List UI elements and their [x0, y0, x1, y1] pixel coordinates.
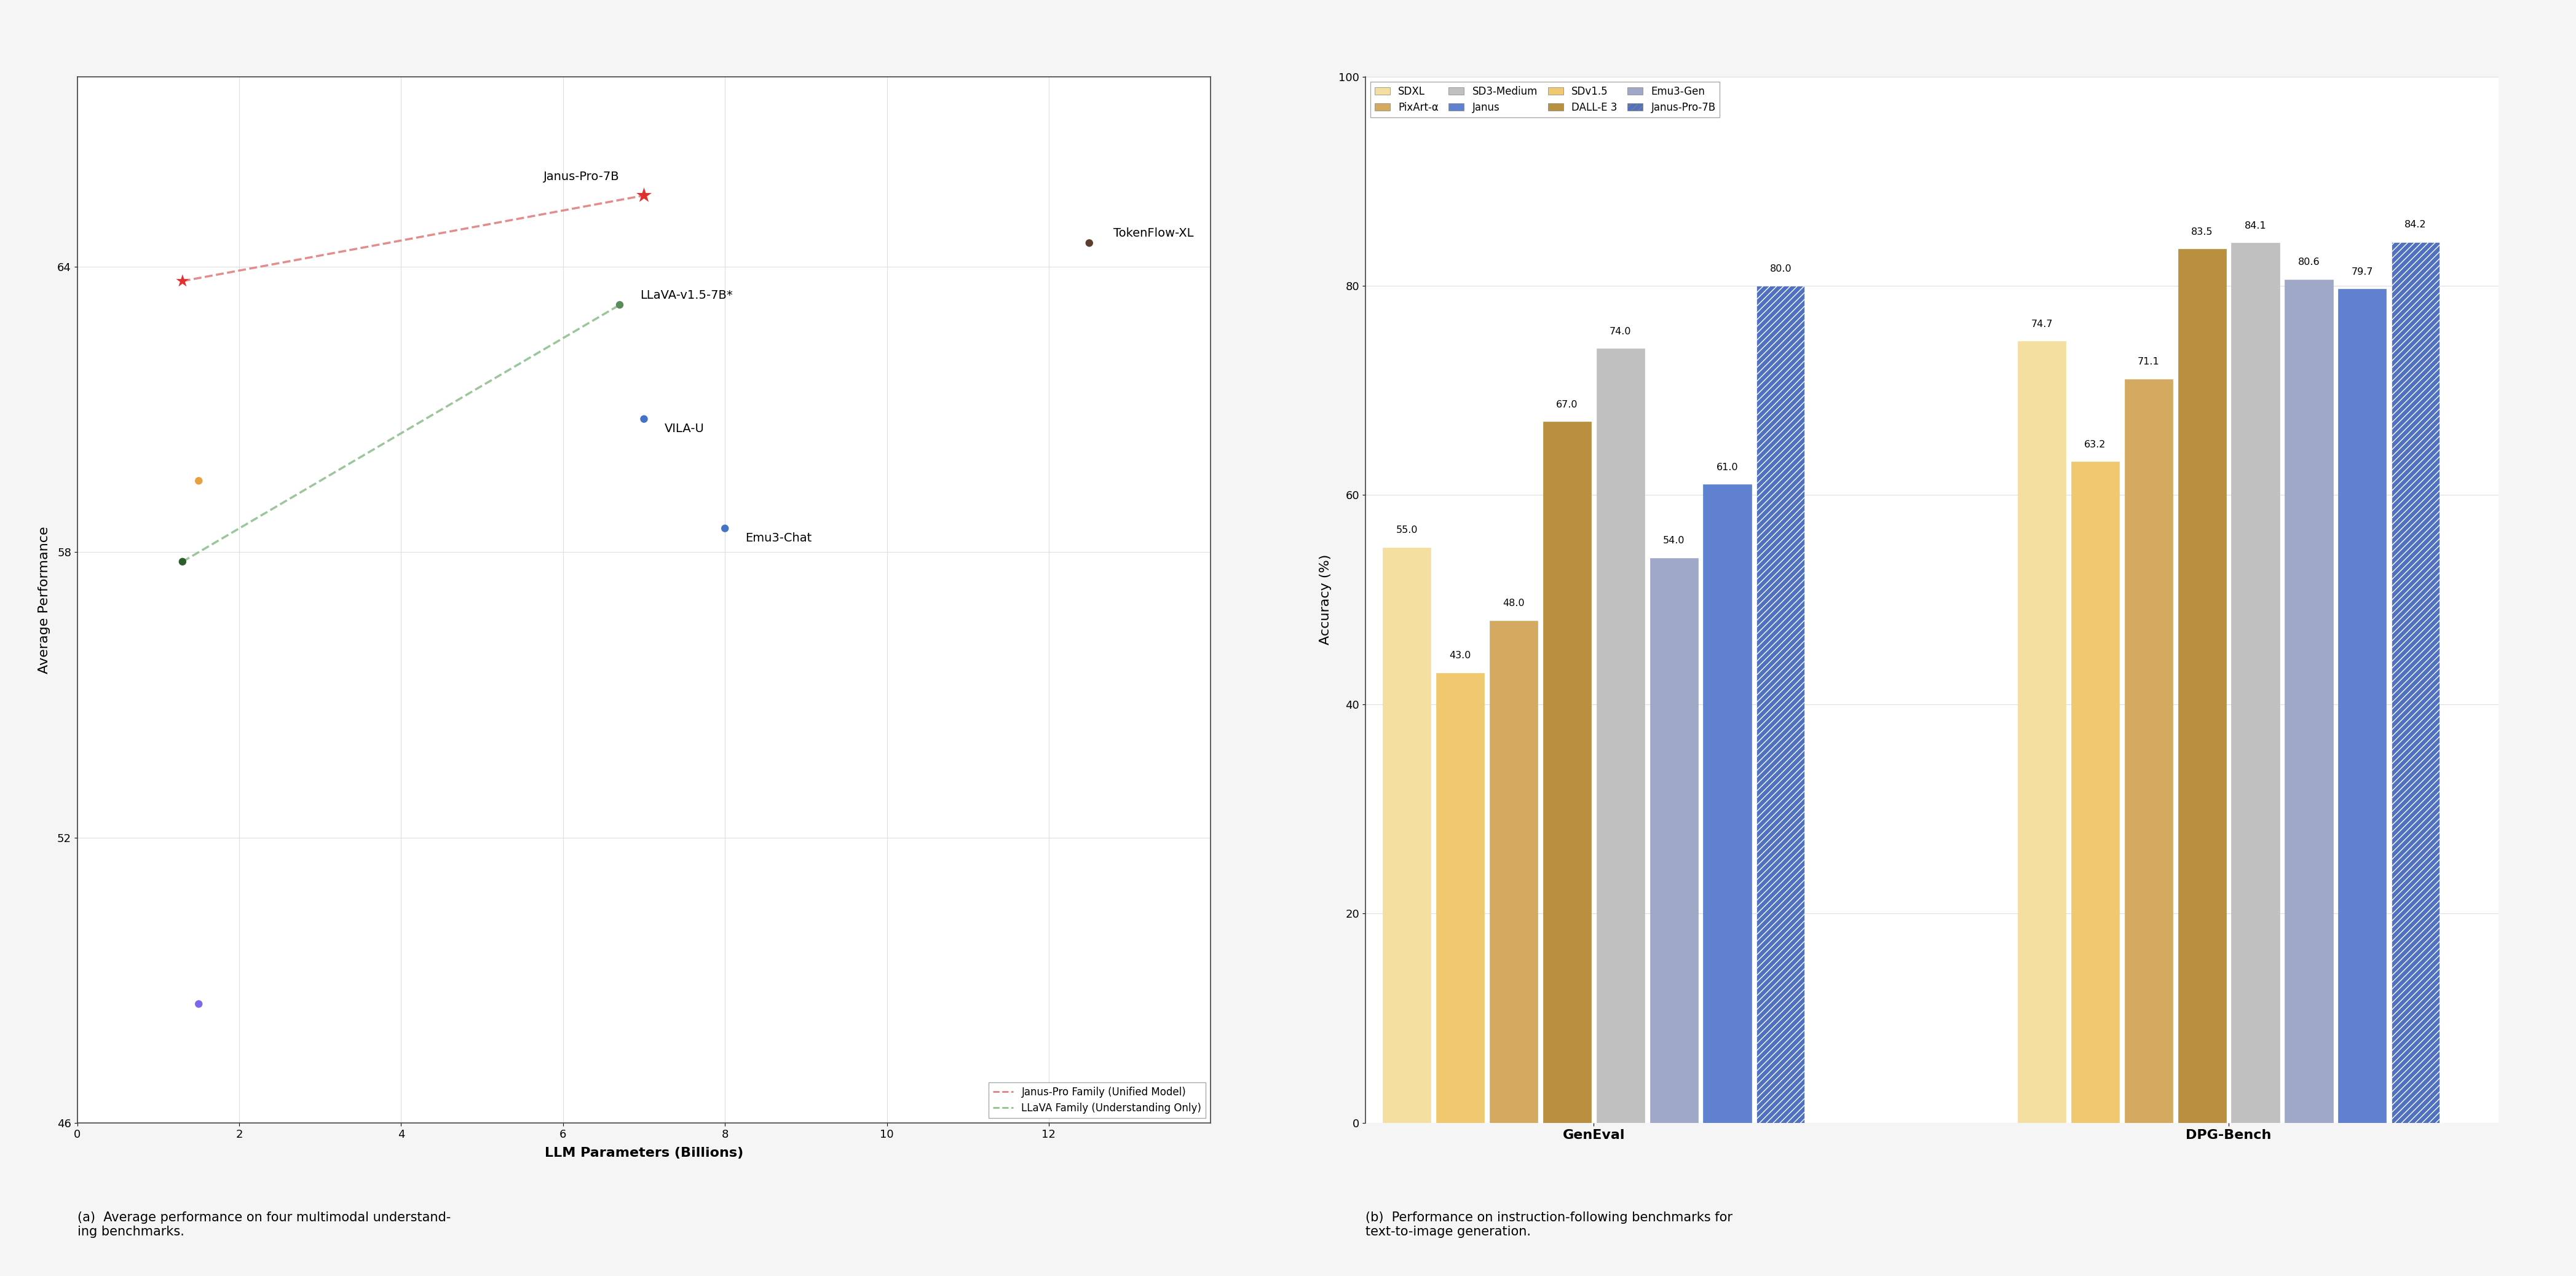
Legend: Janus-Pro Family (Unified Model), LLaVA Family (Understanding Only): Janus-Pro Family (Unified Model), LLaVA … [989, 1082, 1206, 1118]
Point [703, 518, 744, 538]
Bar [1383, 547, 1430, 1123]
Point [600, 295, 641, 315]
Bar [2231, 242, 2280, 1123]
Text: 74.0: 74.0 [1610, 327, 1631, 336]
Text: (a)  Average performance on four multimodal understand-
ing benchmarks.: (a) Average performance on four multimod… [77, 1211, 451, 1238]
Text: (b)  Performance on instruction-following benchmarks for
text-to-image generatio: (b) Performance on instruction-following… [1365, 1211, 1731, 1238]
Text: 71.1: 71.1 [2138, 357, 2159, 366]
Bar [2125, 379, 2172, 1123]
Point [1069, 232, 1110, 253]
Text: 79.7: 79.7 [2352, 267, 2372, 277]
Text: 48.0: 48.0 [1502, 598, 1525, 609]
Bar [2391, 242, 2439, 1123]
Text: 63.2: 63.2 [2084, 440, 2107, 449]
Bar [2285, 279, 2334, 1123]
Point [178, 471, 219, 491]
Text: 80.6: 80.6 [2298, 258, 2321, 267]
Bar [2017, 341, 2066, 1123]
Bar [1649, 558, 1698, 1123]
Point [623, 408, 665, 429]
Legend: SDXL, PixArt-α, SD3-Medium, Janus, SDv1.5, DALL-E 3, Emu3-Gen, Janus-Pro-7B: SDXL, PixArt-α, SD3-Medium, Janus, SDv1.… [1370, 82, 1721, 117]
Y-axis label: Accuracy (%): Accuracy (%) [1319, 555, 1332, 644]
Point [623, 185, 665, 205]
Text: 54.0: 54.0 [1664, 536, 1685, 545]
Bar [2339, 288, 2385, 1123]
Bar [2071, 462, 2120, 1123]
Text: 80.0: 80.0 [1770, 264, 1793, 273]
Text: 84.1: 84.1 [2244, 221, 2267, 231]
Bar [1757, 286, 1806, 1123]
Text: 83.5: 83.5 [2192, 227, 2213, 236]
Bar [1437, 672, 1484, 1123]
Text: 61.0: 61.0 [1716, 463, 1739, 472]
Bar [1703, 485, 1752, 1123]
Text: TokenFlow-XL: TokenFlow-XL [1113, 227, 1193, 240]
Text: Emu3-Chat: Emu3-Chat [744, 532, 811, 544]
Text: 84.2: 84.2 [2403, 219, 2427, 230]
Bar [1489, 620, 1538, 1123]
Text: VILA-U: VILA-U [665, 422, 703, 434]
Y-axis label: Average Performance: Average Performance [39, 526, 52, 674]
Point [162, 271, 204, 291]
Bar [1597, 348, 1643, 1123]
Text: Janus-Pro-7B: Janus-Pro-7B [544, 171, 621, 182]
Text: 55.0: 55.0 [1396, 526, 1417, 535]
Text: 74.7: 74.7 [2030, 319, 2053, 329]
Bar [1543, 422, 1592, 1123]
Text: LLaVA-v1.5-7B*: LLaVA-v1.5-7B* [639, 290, 732, 301]
Text: 43.0: 43.0 [1450, 651, 1471, 661]
X-axis label: LLM Parameters (Billions): LLM Parameters (Billions) [544, 1147, 744, 1159]
Point [162, 551, 204, 572]
Bar [2177, 249, 2226, 1123]
Text: 67.0: 67.0 [1556, 401, 1579, 410]
Point [178, 994, 219, 1014]
